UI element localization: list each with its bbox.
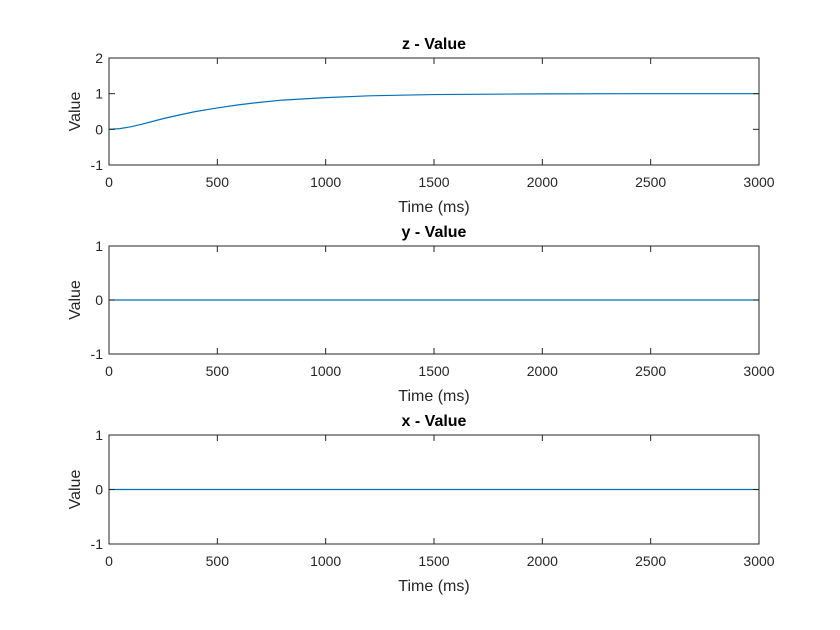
x-y-tick-label: 0: [95, 482, 103, 498]
x-x-tick-label: 2000: [527, 553, 558, 569]
y-x-tick-label: 2000: [527, 363, 558, 379]
z-x-tick-label: 0: [105, 174, 113, 190]
y-y-tick-label: -1: [91, 346, 104, 362]
z-y-axis-label: Value: [67, 92, 84, 132]
z-x-tick-label: 1000: [310, 174, 341, 190]
z-x-tick-label: 3000: [743, 174, 774, 190]
x-x-tick-label: 1000: [310, 553, 341, 569]
x-x-tick-label: 1500: [418, 553, 449, 569]
z-y-tick-label: 1: [95, 86, 103, 102]
x-y-tick-label: -1: [91, 536, 104, 552]
x-x-tick-label: 500: [206, 553, 230, 569]
x-y-axis-label: Value: [67, 470, 84, 510]
y-x-tick-label: 1000: [310, 363, 341, 379]
y-plot-title: y - Value: [402, 224, 467, 241]
y-x-tick-label: 3000: [743, 363, 774, 379]
y-y-axis-label: Value: [67, 280, 84, 320]
z-x-axis-label: Time (ms): [398, 199, 469, 216]
y-x-tick-label: 2500: [635, 363, 666, 379]
x-x-tick-label: 0: [105, 553, 113, 569]
z-x-tick-label: 2500: [635, 174, 666, 190]
x-x-tick-label: 3000: [743, 553, 774, 569]
z-y-tick-label: 2: [95, 50, 103, 66]
z-y-tick-label: -1: [91, 157, 104, 173]
y-x-axis-label: Time (ms): [398, 388, 469, 405]
z-x-tick-label: 2000: [527, 174, 558, 190]
z-axes-box: [108, 57, 760, 166]
x-x-axis-label: Time (ms): [398, 578, 469, 595]
x-x-tick-label: 2500: [635, 553, 666, 569]
z-plot-title: z - Value: [402, 36, 466, 53]
z-series-line-0: [108, 93, 759, 130]
y-x-tick-label: 0: [105, 363, 113, 379]
z-x-tick-label: 500: [206, 174, 230, 190]
x-y-tick-label: 1: [95, 427, 103, 443]
z-x-tick-label: 1500: [418, 174, 449, 190]
y-x-tick-label: 1500: [418, 363, 449, 379]
y-y-tick-label: 1: [95, 238, 103, 254]
y-y-tick-label: 0: [95, 292, 103, 308]
z-y-tick-label: 0: [95, 121, 103, 137]
y-x-tick-label: 500: [206, 363, 230, 379]
x-plot-title: x - Value: [402, 413, 467, 430]
